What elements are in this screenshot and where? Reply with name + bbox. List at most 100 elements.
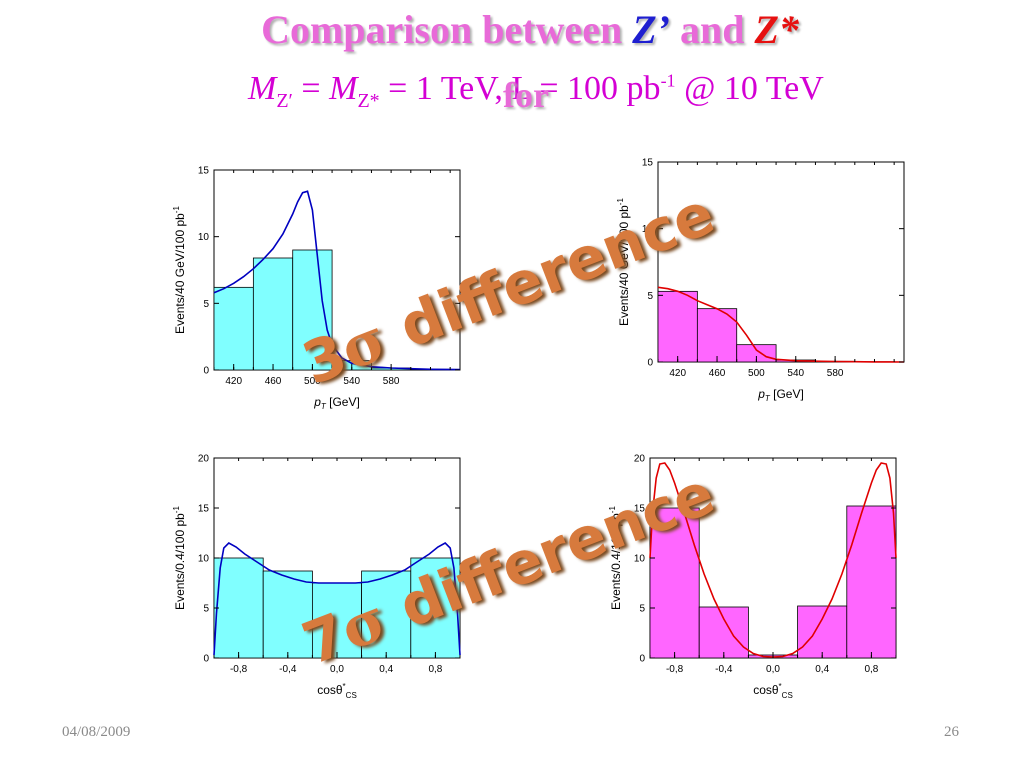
y-axis-label-exponent: -1 [172, 506, 181, 514]
x-axis-label-sub: CS [782, 691, 793, 700]
x-tick-label: -0,8 [666, 664, 684, 675]
y-tick-label: 0 [203, 654, 209, 665]
theory-curve [213, 190, 461, 371]
pt-chart-zstar: 0 5 10 15 420 460 500 540 580 Events/40 GeV/100 p… [616, 158, 905, 403]
x-tick-label: 0,4 [815, 664, 829, 675]
title-for: for [503, 75, 549, 115]
formula-zstar-sub: Z* [357, 89, 380, 112]
y-axis-label: Events/40 GeV/100 pb-1 [616, 198, 631, 326]
histogram-bar [311, 582, 362, 659]
formula-eq: = [292, 70, 330, 107]
x-axis-label-var: p [313, 395, 321, 409]
slide-page-number: 26 [944, 724, 959, 740]
x-axis-label-unit: [GeV] [326, 395, 360, 409]
y-axis-label-text: Events/40 GeV/100 pb [617, 205, 631, 326]
x-tick-label: 540 [787, 368, 804, 379]
y-axis-label-text: Events/0.4/100 pb [173, 513, 187, 610]
x-tick-label: 0,8 [864, 664, 878, 675]
formula-exp: -1 [660, 70, 676, 91]
x-axis-label-sub: CS [346, 691, 357, 700]
y-tick-label: 15 [642, 158, 654, 169]
x-tick-label: 0,0 [766, 664, 780, 675]
formula-m2: M [329, 70, 358, 107]
x-axis-label-var: cosθ [317, 683, 343, 697]
theory-curve [213, 542, 461, 656]
y-axis-label-exponent: -1 [172, 206, 181, 214]
y-tick-label: 0 [647, 358, 653, 369]
x-tick-label: 0,8 [428, 664, 442, 675]
x-axis-label: pT [GeV] [313, 395, 360, 411]
y-tick-label: 0 [203, 366, 209, 377]
x-tick-label: 420 [669, 368, 686, 379]
histogram-bar [657, 290, 698, 363]
x-axis-label-unit: [GeV] [770, 387, 804, 401]
histogram-bar [252, 257, 294, 371]
x-axis-label: cosθ*CS [317, 682, 357, 700]
formula-tail: @ 10 TeV [675, 70, 824, 107]
x-tick-label: -0,8 [230, 664, 248, 675]
histogram-bar [292, 249, 333, 371]
y-axis-label: Events/0.4/100 pb-1 [608, 506, 623, 610]
histogram-bar [361, 570, 412, 659]
x-tick-label: 420 [225, 376, 242, 387]
x-axis-label: pT [GeV] [757, 387, 804, 403]
x-axis-label-sub: T [321, 402, 327, 411]
histogram-bar [213, 557, 264, 659]
y-tick-label: 10 [198, 232, 210, 243]
y-tick-label: 15 [198, 166, 210, 177]
slide-title: Comparison between Z’ and Z* [0, 6, 1024, 53]
y-tick-label: 20 [198, 454, 210, 465]
title-zprime: Z’ [632, 7, 670, 52]
formula-m1: M [248, 70, 277, 107]
x-tick-label: 580 [827, 368, 844, 379]
x-tick-label: 460 [265, 376, 282, 387]
x-tick-label: 460 [709, 368, 726, 379]
x-axis-label-sub: T [765, 394, 771, 403]
histogram-bar [410, 557, 461, 659]
histogram-bar [262, 570, 313, 659]
x-axis-label-var: p [757, 387, 765, 401]
histogram-bar [797, 605, 848, 659]
pt-chart-zprime: 0 5 10 15 420 460 500 540 580 Events/40 GeV/100 p… [172, 166, 461, 411]
x-tick-label: 580 [383, 376, 400, 387]
x-axis-label: cosθ*CS [753, 682, 793, 700]
histogram-bar [698, 606, 749, 659]
y-tick-label: 5 [203, 299, 209, 310]
slide-date: 04/08/2009 [62, 724, 131, 740]
y-tick-label: 5 [639, 604, 645, 615]
y-tick-label: 5 [647, 291, 653, 302]
y-axis-label-exponent: -1 [616, 198, 625, 206]
x-axis-label-var: cosθ [753, 683, 779, 697]
y-tick-label: 15 [634, 504, 646, 515]
x-tick-label: 0,0 [330, 664, 344, 675]
x-axis-label-sup: * [779, 682, 782, 691]
x-axis-label-sup: * [343, 682, 346, 691]
y-tick-label: 15 [198, 504, 210, 515]
formula-zprime-sub: Z′ [276, 89, 293, 112]
title-text: Comparison between [261, 7, 633, 52]
y-axis-label-exponent: -1 [608, 506, 617, 514]
y-axis-label: Events/40 GeV/100 pb-1 [172, 206, 187, 334]
y-tick-label: 20 [634, 454, 646, 465]
y-axis-label: Events/0.4/100 pb-1 [172, 506, 187, 610]
y-tick-label: 10 [642, 224, 654, 235]
x-tick-label: 500 [304, 376, 321, 387]
histogram-bar [213, 286, 254, 371]
x-tick-label: -0,4 [279, 664, 297, 675]
mass-luminosity-formula: MZ′ = MZ* = 1 TeV, L = 100 pb-1 @ 10 TeV [248, 70, 824, 113]
x-tick-label: -0,4 [715, 664, 733, 675]
x-tick-label: 540 [343, 376, 360, 387]
y-axis-label-text: Events/0.4/100 pb [609, 513, 623, 610]
histogram-bar [846, 505, 897, 659]
y-tick-label: 0 [639, 654, 645, 665]
title-and: and [669, 7, 755, 52]
y-tick-label: 10 [198, 554, 210, 565]
y-tick-label: 10 [634, 554, 646, 565]
cos-chart-zstar: 0 5 10 15 20 -0,8 -0,4 0,0 0,4 0,8 Events/0.4/100 … [608, 454, 897, 700]
cos-chart-zprime: 0 5 10 15 20 -0,8 -0,4 0,0 0,4 0,8 Events/0.4/100 … [172, 454, 461, 700]
title-zstar: Z* [754, 7, 799, 52]
y-axis-label-text: Events/40 GeV/100 pb [173, 213, 187, 334]
formula-rest: = 1 TeV, L = 100 pb [379, 70, 661, 107]
x-tick-label: 500 [748, 368, 765, 379]
x-tick-label: 0,4 [379, 664, 393, 675]
